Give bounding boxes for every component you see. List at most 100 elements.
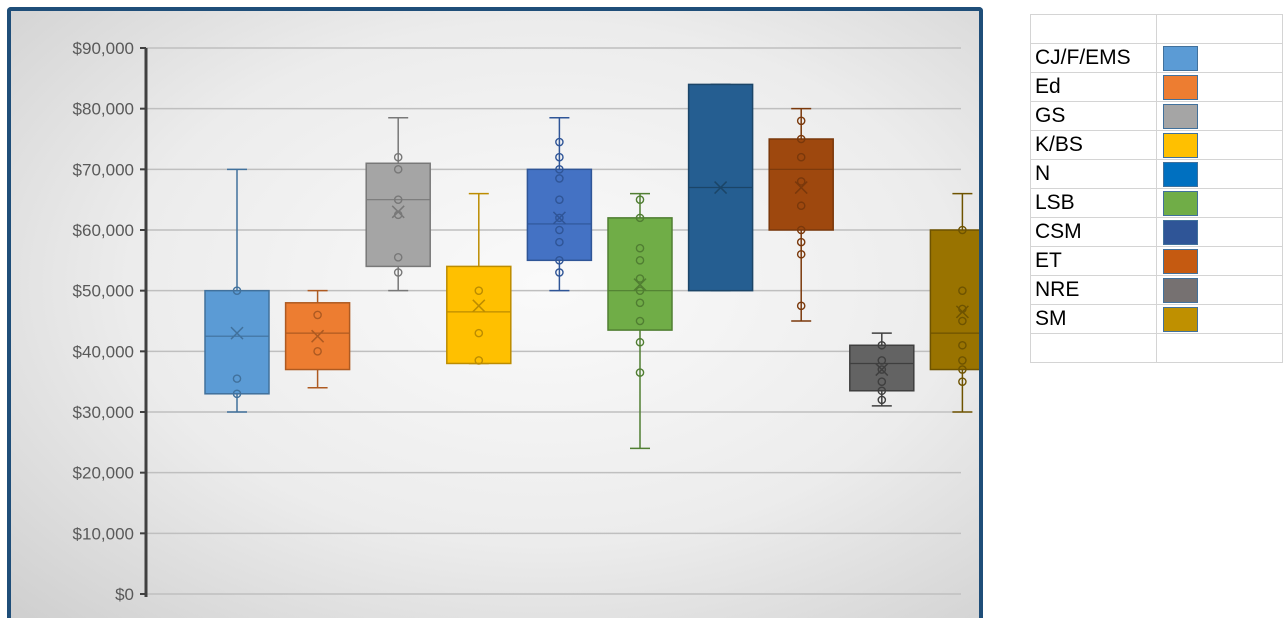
data-point (313, 310, 322, 320)
mean-marker (311, 329, 325, 343)
data-point (555, 256, 564, 265)
legend-swatch-cell (1156, 275, 1283, 305)
data-point (474, 328, 484, 338)
data-point (474, 286, 484, 295)
data-point (796, 177, 806, 186)
mean-marker (391, 205, 405, 219)
mean-marker (955, 305, 969, 319)
y-axis-tick-label: $70,000 (73, 160, 134, 179)
box-iqr (365, 162, 431, 268)
legend-swatch-cell (1156, 217, 1283, 247)
legend-row: K/BS (1030, 130, 1283, 160)
legend-empty-cell (1156, 333, 1283, 363)
legend-empty-cell (1030, 14, 1157, 44)
data-point (796, 134, 806, 144)
legend-footer-row (1030, 333, 1283, 363)
legend-row: NRE (1030, 275, 1283, 305)
data-point (796, 152, 806, 162)
data-point (393, 165, 403, 174)
data-point (474, 356, 484, 365)
data-point (393, 252, 403, 262)
y-axis-tick-label: $80,000 (73, 100, 134, 119)
data-point (555, 152, 564, 162)
legend-swatch (1163, 219, 1198, 245)
data-point (958, 377, 967, 386)
legend-row: LSB (1030, 188, 1283, 218)
box-lsb (607, 192, 673, 450)
data-point (635, 195, 645, 204)
legend-swatch (1163, 277, 1198, 303)
mean-marker (875, 363, 889, 377)
data-point (635, 243, 645, 253)
data-point (635, 298, 645, 308)
data-point (958, 316, 967, 326)
legend-swatch-cell (1156, 101, 1283, 131)
data-point (393, 195, 403, 204)
legend-label: LSB (1030, 188, 1157, 218)
data-point (555, 165, 564, 174)
box-csm (687, 83, 754, 292)
legend-label: GS (1030, 101, 1157, 131)
data-point (958, 286, 967, 295)
legend-swatch-cell (1156, 72, 1283, 102)
data-point (635, 256, 645, 265)
data-point (635, 368, 645, 377)
legend-swatch-cell (1156, 159, 1283, 189)
data-point (796, 237, 806, 247)
data-point (555, 137, 564, 147)
data-point (555, 225, 564, 235)
legend-empty-cell (1030, 333, 1157, 363)
mean-marker (794, 181, 808, 195)
data-point (958, 365, 967, 374)
y-axis-tick-label: $60,000 (73, 221, 134, 240)
legend-label: K/BS (1030, 130, 1157, 160)
legend-label: N (1030, 159, 1157, 189)
data-point (393, 268, 403, 277)
data-point (877, 395, 887, 405)
box-iqr (446, 265, 512, 365)
legend-swatch (1163, 103, 1198, 129)
legend-row: ET (1030, 246, 1283, 276)
box-n (526, 117, 593, 292)
legend-label: ET (1030, 246, 1157, 276)
data-point (796, 201, 806, 211)
legend-swatch-cell (1156, 246, 1283, 276)
legend-swatch-cell (1156, 43, 1283, 73)
legend-label: SM (1030, 304, 1157, 334)
box-plot-chart: $0 $10,000 $20,000 $30,000 $40,000 $50,000 $60… (73, 39, 979, 604)
legend-label: Ed (1030, 72, 1157, 102)
legend-table: CJ/F/EMS Ed GS K/BS N LSB CSM ET NRE SM (1030, 14, 1283, 363)
legend-row: CSM (1030, 217, 1283, 247)
data-point (555, 195, 564, 204)
data-point (555, 213, 564, 223)
data-point (796, 225, 806, 235)
box-cj-f-ems (204, 168, 270, 413)
box-gs (365, 117, 431, 292)
legend-label: NRE (1030, 275, 1157, 305)
box-iqr (607, 217, 673, 331)
box-nre (849, 332, 915, 407)
data-point (877, 340, 887, 350)
box-et (768, 107, 834, 322)
legend-swatch (1163, 306, 1198, 332)
data-point (796, 116, 806, 126)
legend-swatch (1163, 74, 1198, 100)
legend-row: GS (1030, 101, 1283, 131)
data-point (877, 356, 887, 365)
data-point (635, 337, 645, 347)
y-axis-tick-labels: $0 $10,000 $20,000 $30,000 $40,000 $50,000 $60… (73, 39, 134, 604)
mean-marker (714, 181, 728, 195)
data-point (796, 249, 806, 259)
data-point (555, 268, 564, 277)
data-point (958, 356, 967, 365)
mean-marker (230, 326, 244, 340)
mean-marker (633, 278, 647, 292)
legend-header-row (1030, 14, 1283, 44)
data-point (958, 340, 967, 350)
legend-label: CJ/F/EMS (1030, 43, 1157, 73)
y-axis-tick-label: $50,000 (73, 282, 134, 301)
legend-row: CJ/F/EMS (1030, 43, 1283, 73)
legend-swatch (1163, 161, 1198, 187)
y-axis-tick-label: $40,000 (73, 342, 134, 361)
legend-label: CSM (1030, 217, 1157, 247)
